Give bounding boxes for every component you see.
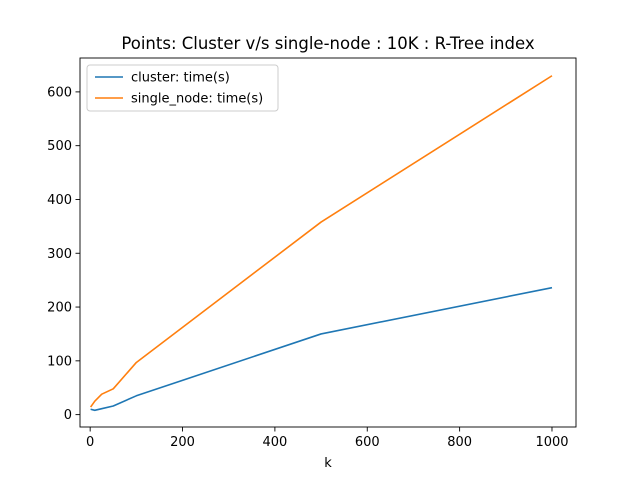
series-line-1	[90, 286, 553, 412]
chart-title: Points: Cluster v/s single-node : 10K : …	[121, 34, 534, 53]
y-tick-label: 400	[47, 193, 72, 208]
series-line-2	[89, 75, 553, 408]
y-tick-label: 0	[64, 408, 72, 423]
x-tick-label: 1000	[535, 435, 568, 450]
x-tick-label: 0	[86, 435, 94, 450]
x-tick-label: 400	[262, 435, 287, 450]
y-tick-label: 600	[47, 85, 72, 100]
x-tick-label: 800	[447, 435, 472, 450]
plot-area	[79, 57, 577, 428]
x-tick-label: 200	[170, 435, 195, 450]
x-tick-label: 600	[355, 435, 380, 450]
x-axis-ticks: 0 200 400 600 800 1000	[86, 427, 569, 450]
y-tick-label: 200	[47, 301, 72, 316]
legend-label-1: cluster: time(s)	[131, 71, 230, 86]
legend-label-2: single_node: time(s)	[131, 92, 263, 107]
y-tick-label: 300	[47, 247, 72, 262]
legend: cluster: time(s) single_node: time(s)	[86, 64, 279, 112]
y-tick-label: 100	[47, 354, 72, 369]
y-tick-label: 500	[47, 139, 72, 154]
x-axis-label: k	[324, 456, 332, 471]
legend-box	[86, 64, 279, 112]
plot-frame	[79, 57, 577, 428]
y-axis-ticks: 0 100 200 300 400 500 600	[47, 85, 80, 423]
series-lines	[89, 75, 553, 412]
